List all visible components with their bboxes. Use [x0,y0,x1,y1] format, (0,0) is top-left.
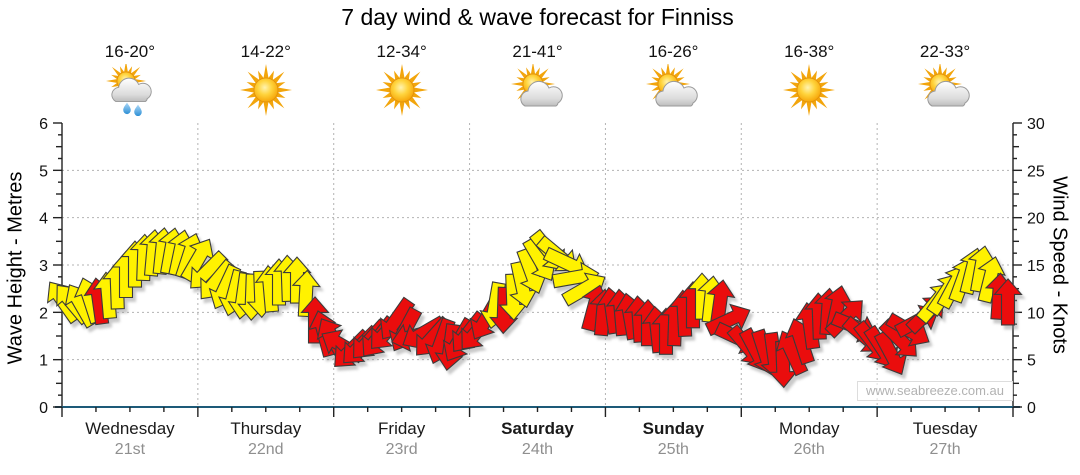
wave-height-tick-label: 5 [39,163,48,180]
wave-height-tick-label: 6 [39,116,48,133]
wind-speed-tick-label: 10 [1027,305,1045,322]
wave-height-tick-label: 4 [39,211,48,228]
wave-height-axis-label: Wave Height - Metres [4,171,27,365]
day-temp-range: 12-34° [376,42,427,61]
wind-speed-tick-label: 0 [1027,400,1036,417]
day-weather-icon [374,64,430,121]
day-date-label: 22nd [247,441,284,458]
day-name-label: Tuesday [912,419,978,438]
day-date-label: 21st [114,441,146,458]
day-weather-icon [645,62,701,121]
wind-arrow [291,269,322,318]
sun-cloud-icon [646,62,699,107]
cloud-shape [927,80,970,107]
cloud-shape [519,80,563,107]
sun-cloud-rain-icon [105,61,152,117]
day-name-label: Wednesday [85,419,175,438]
wind-arrow [704,303,751,337]
sun-icon [375,64,428,116]
wave-height-tick-label: 1 [39,353,48,370]
watermark: www.seabreeze.com.au [856,381,1013,401]
wave-height-tick-label: 2 [39,305,48,322]
day-temp-range: 16-26° [648,42,699,61]
day-weather-icon [781,64,837,121]
day-weather-icon [238,64,294,121]
wind-arrow [993,278,1023,326]
wind-speed-axis-label: Wind Speed - Knots [1048,176,1071,354]
sun-rays [375,64,428,116]
day-temp-range: 14-22° [240,42,291,61]
sun-icon [783,64,836,116]
day-date-label: 24th [521,441,554,458]
day-date-label: 25th [657,441,689,458]
sun-disc [389,77,415,103]
sun-rays [239,64,292,116]
axis-tick-labels: 0 1 2 3 4 5 6 0 5 10 15 20 25 30 [39,116,1045,417]
sun-disc [253,77,279,103]
chart-axes [53,122,1022,417]
wind-arrow-series [46,227,1023,389]
day-name-label: Monday [778,419,840,438]
sun-cloud-icon [510,62,563,107]
cloud-shape [111,77,152,103]
day-date-label: 23rd [385,441,418,458]
chart-title: 7 day wind & wave forecast for Finniss [341,4,734,30]
sun-rays [783,64,836,116]
wind-speed-tick-label: 20 [1027,211,1045,228]
day-name-label: Saturday [501,419,574,438]
wind-speed-tick-label: 30 [1027,116,1045,133]
sun-icon [239,64,292,116]
day-weather-icon [917,62,973,121]
day-date-label: 27th [929,441,961,458]
day-temp-range: 22-33° [919,42,971,61]
wind-speed-tick-label: 15 [1027,258,1045,275]
day-name-label: Thursday [230,419,302,438]
raindrop-shape [134,104,142,117]
day-temp-range: 21-41° [512,42,563,61]
wind-arrow [977,256,1006,304]
day-weather-icon [102,61,158,121]
day-weather-icon [510,62,566,121]
day-name-label: Sunday [642,419,705,438]
day-temp-range: 16-38° [784,42,835,61]
cloud-shape [655,80,699,107]
wave-height-tick-label: 0 [39,400,48,417]
wave-height-tick-label: 3 [39,258,48,275]
raindrop-shape [123,102,131,115]
sun-disc [796,77,822,103]
day-name-label: Friday [378,419,426,438]
day-date-label: 26th [793,441,825,458]
wind-speed-tick-label: 5 [1027,353,1036,370]
sun-cloud-icon [918,62,970,107]
wind-speed-tick-label: 25 [1027,163,1045,180]
day-temp-range: 16-20° [104,42,156,61]
